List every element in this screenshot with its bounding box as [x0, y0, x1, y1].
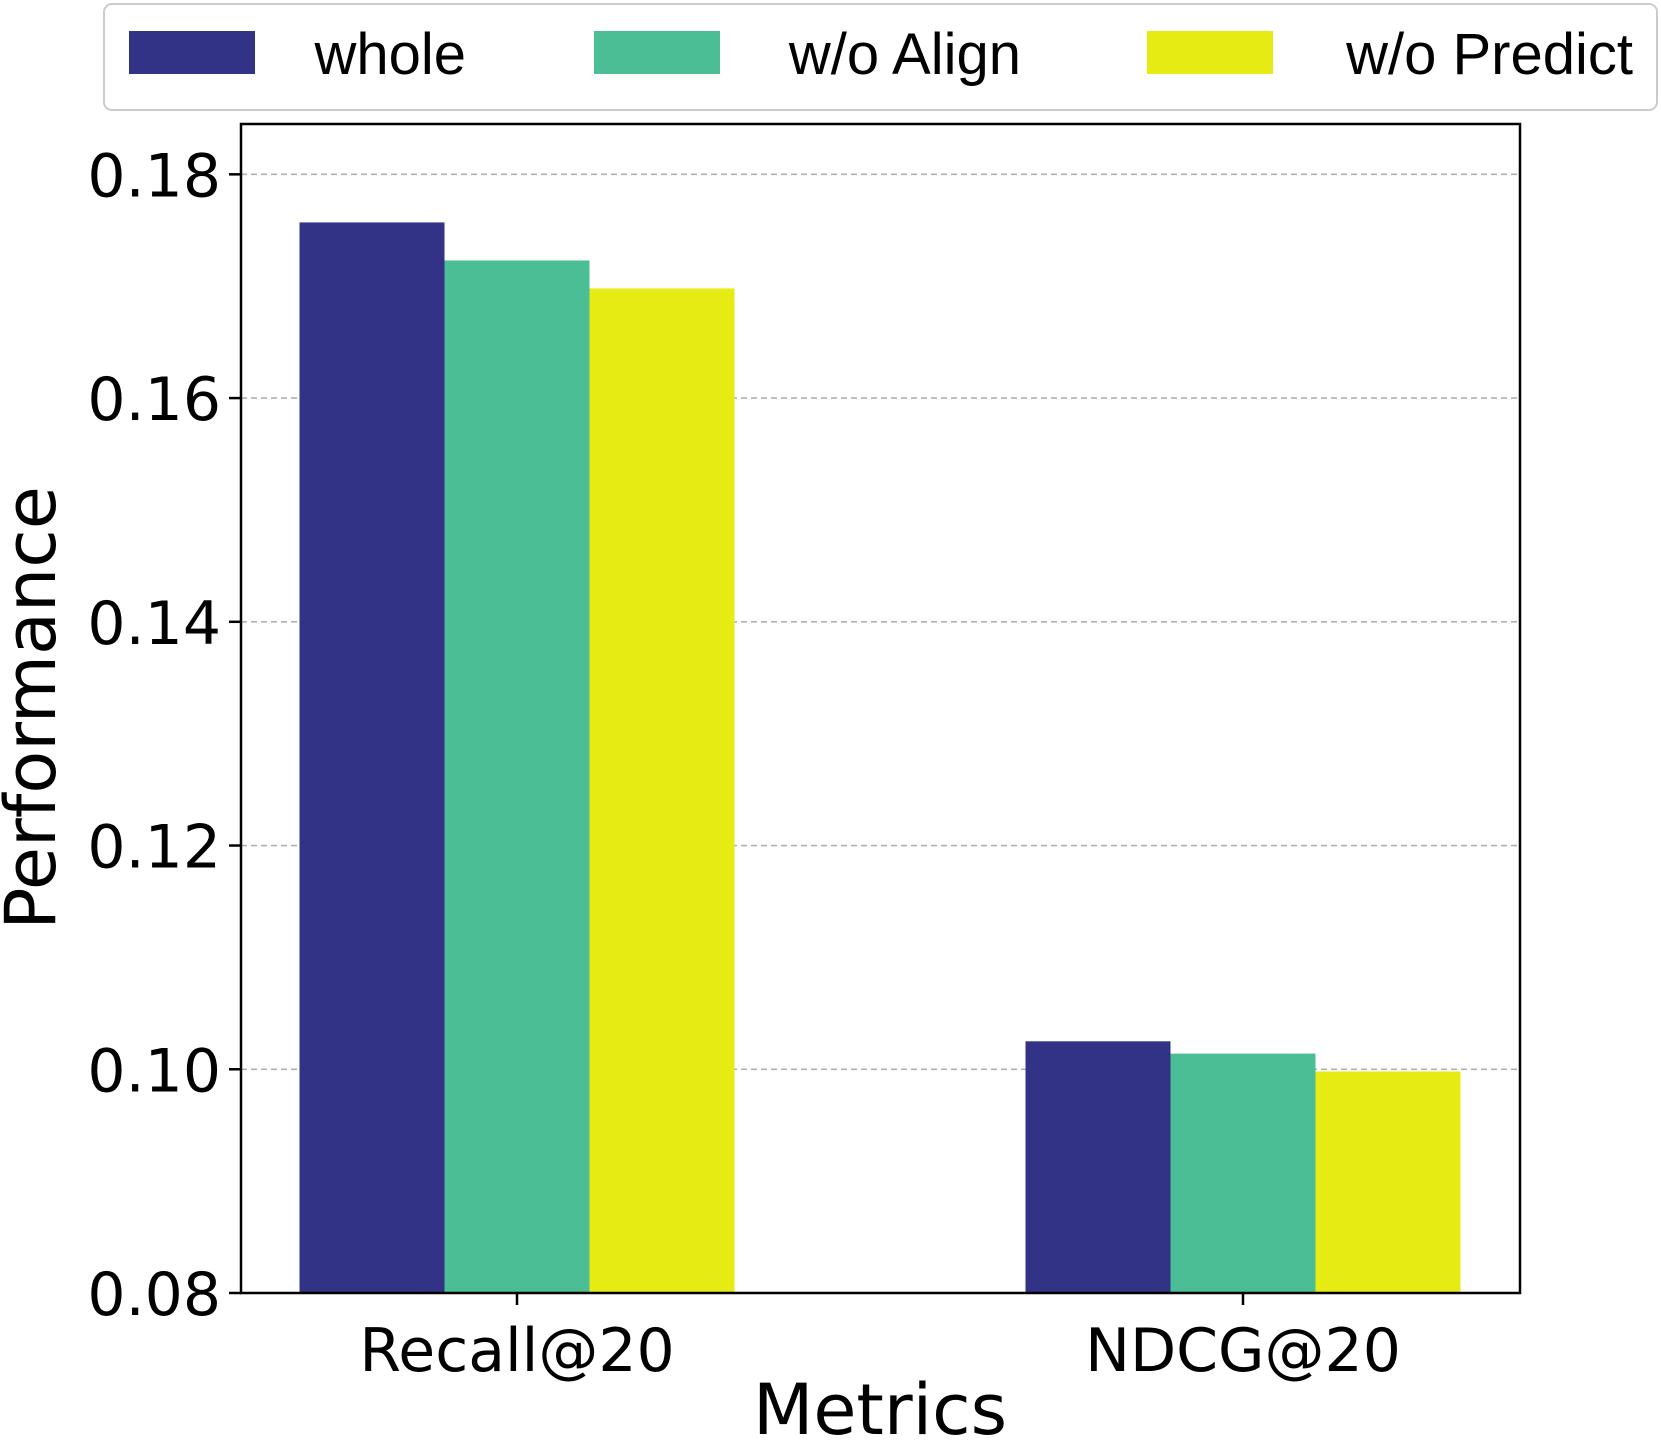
legend-items: whole w/o Align w/o Predict [129, 22, 1633, 87]
legend-frame [103, 3, 1658, 111]
bar-w-o-predict-0 [589, 288, 735, 1293]
bar-whole-0 [299, 222, 445, 1293]
x-axis-label: Metrics [753, 1369, 1007, 1442]
legend-label: w/o Align [788, 22, 1021, 87]
y-tick-label: 0.10 [87, 1036, 221, 1106]
plot-frame [239, 122, 1522, 1295]
bar-whole-1 [1025, 1041, 1171, 1293]
legend-swatch [129, 31, 255, 74]
bars [299, 222, 1461, 1293]
legend-label: whole [313, 22, 466, 87]
y-tick-label: 0.12 [87, 813, 221, 883]
x-tick-label: NDCG@20 [1085, 1316, 1401, 1386]
legend: whole w/o Align w/o Predict [103, 3, 1658, 111]
y-tick-label: 0.08 [87, 1260, 221, 1330]
y-tick-label: 0.18 [87, 141, 221, 211]
y-tick-label: 0.14 [87, 589, 221, 659]
y-axis-label: Performance [0, 486, 72, 930]
y-axis: 0.08 0.10 0.12 0.14 0.16 0.18 [87, 141, 241, 1330]
legend-swatch [594, 31, 720, 74]
x-tick-label: Recall@20 [359, 1316, 674, 1386]
bar-w-o-align-1 [1170, 1053, 1316, 1293]
bar-w-o-align-0 [444, 260, 590, 1293]
legend-swatch [1147, 31, 1273, 74]
y-tick-label: 0.16 [87, 365, 221, 435]
legend-label: w/o Predict [1345, 22, 1633, 87]
x-axis: Recall@20 NDCG@20 [359, 1293, 1401, 1386]
bar-w-o-predict-1 [1315, 1071, 1461, 1293]
